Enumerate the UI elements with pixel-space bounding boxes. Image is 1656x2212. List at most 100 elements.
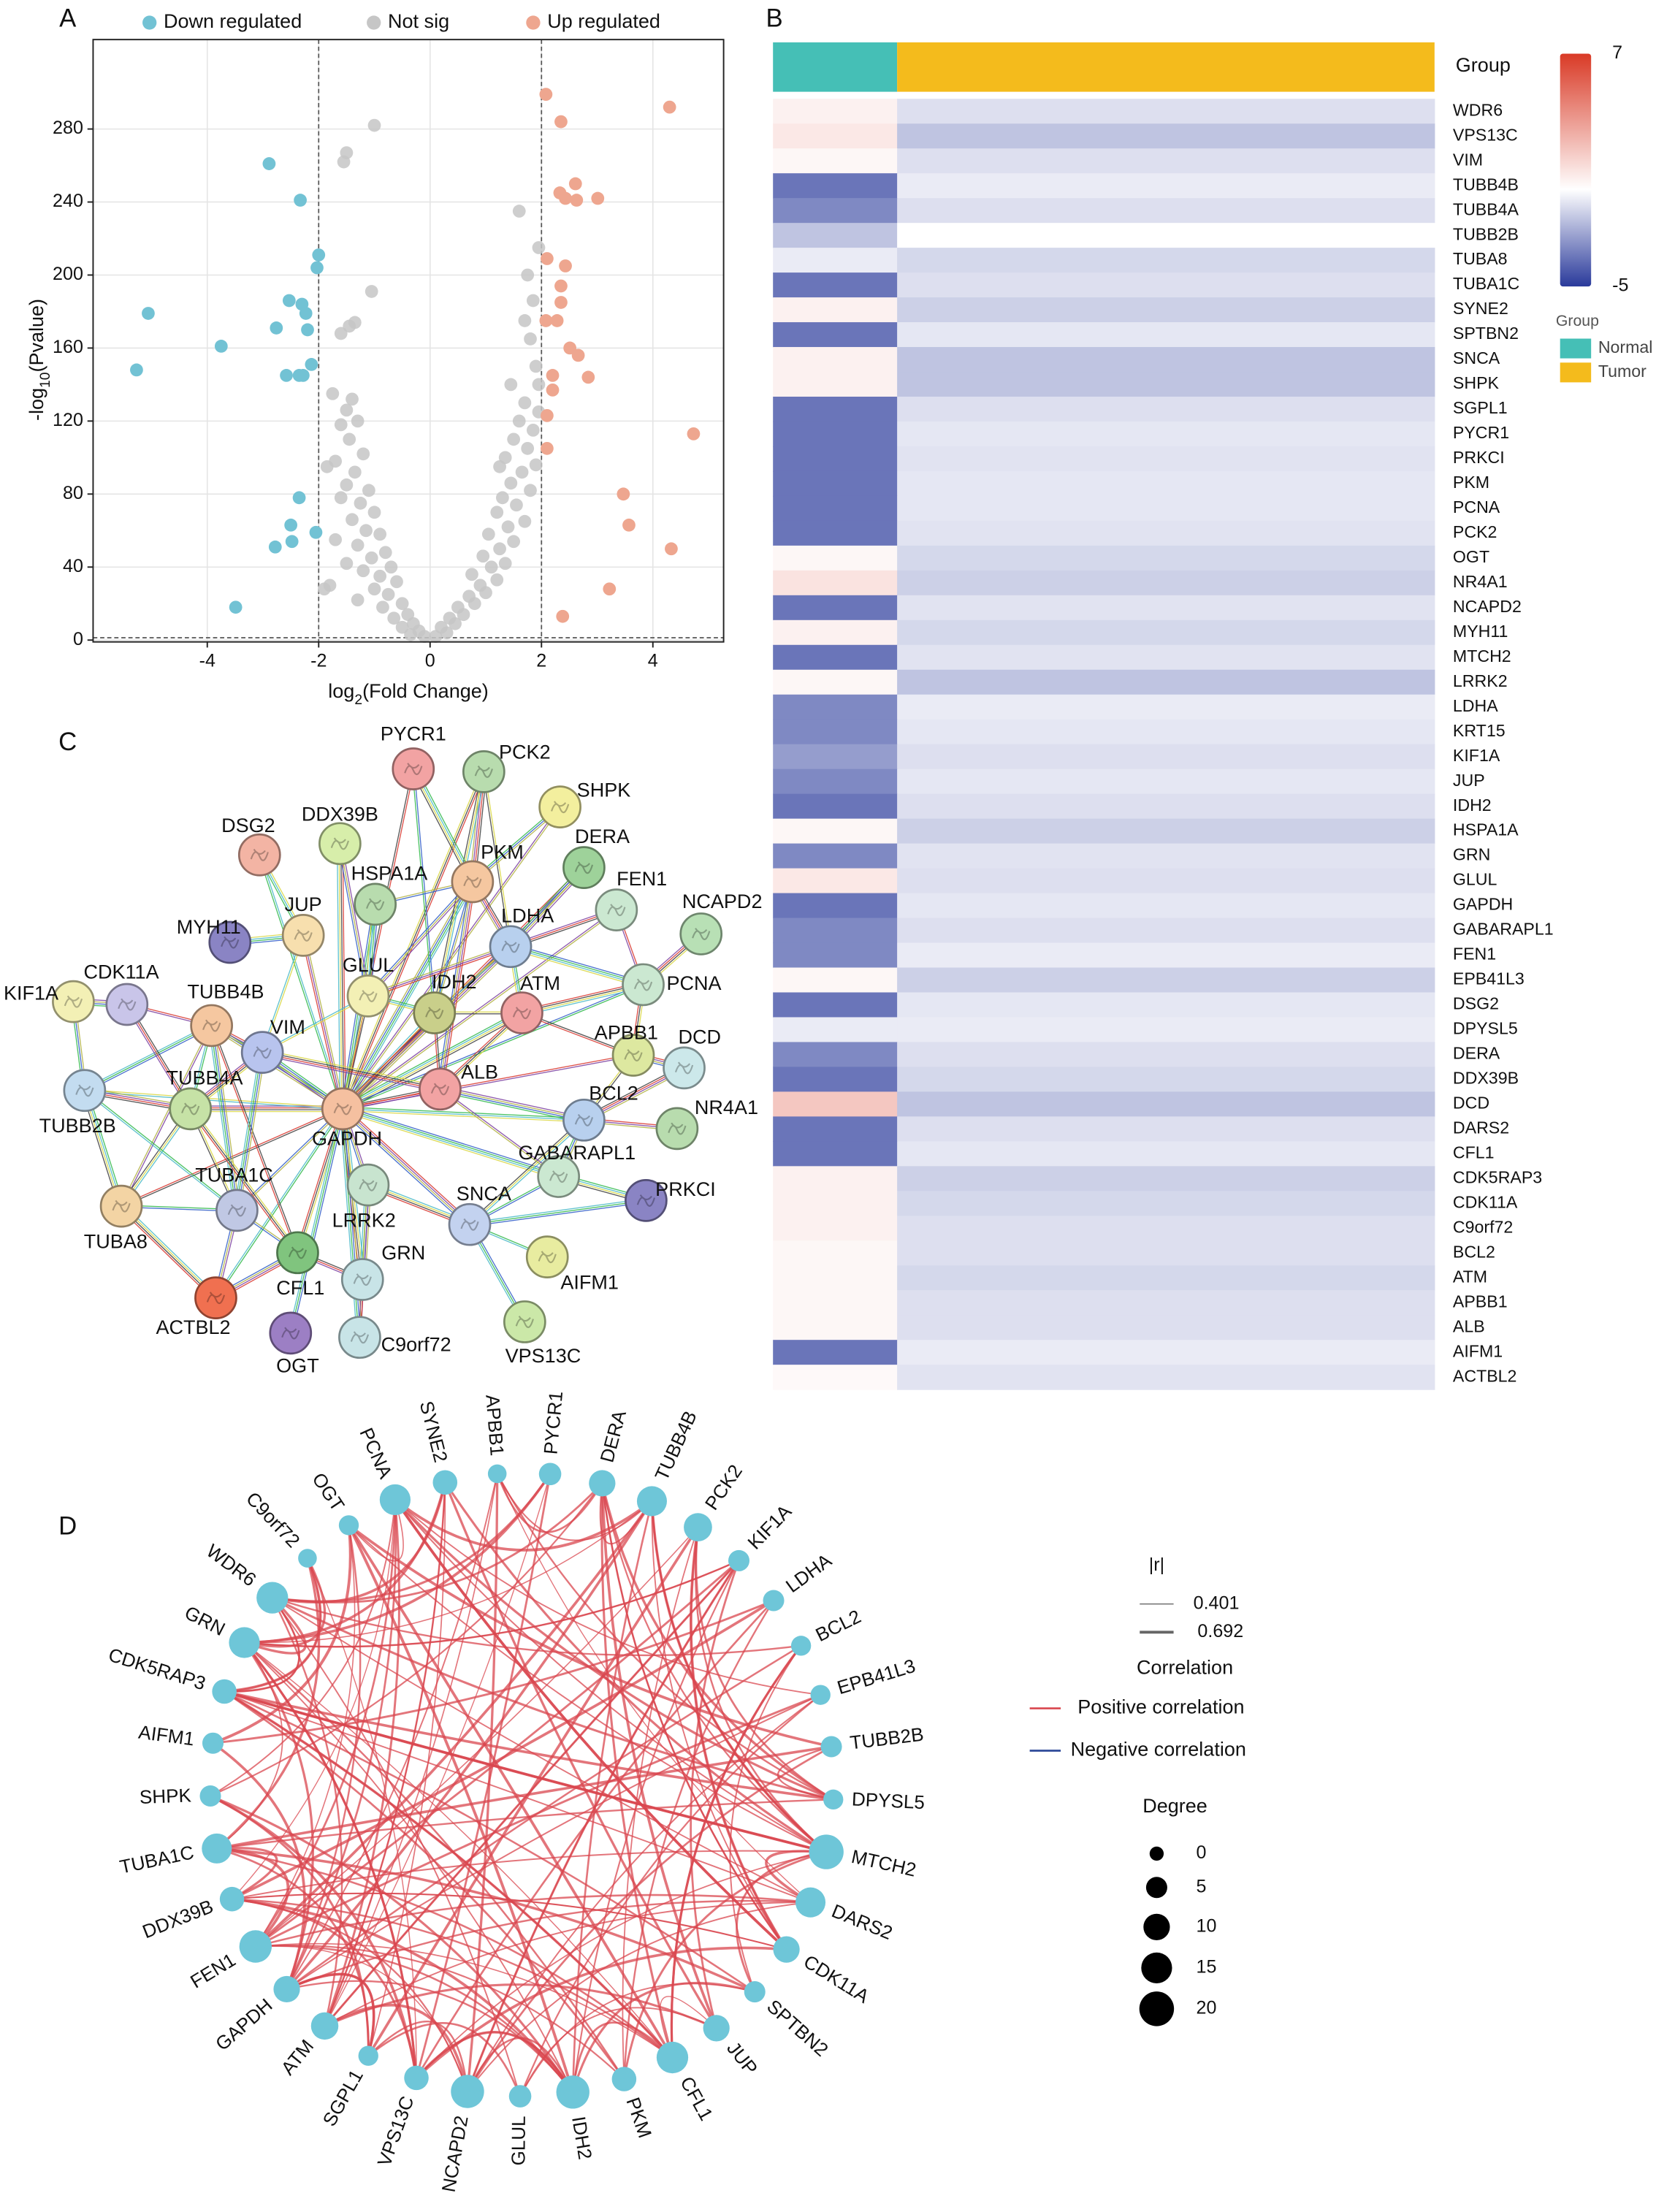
node-structure xyxy=(633,978,653,991)
row-label: KIF1A xyxy=(1453,746,1500,765)
row-label: GAPDH xyxy=(1453,895,1513,914)
heatmap-cell xyxy=(897,372,1435,397)
node-structure xyxy=(538,1251,557,1264)
data-point xyxy=(299,307,313,320)
correlation-edge xyxy=(224,1690,625,2080)
data-point xyxy=(554,279,568,293)
correlation-edge xyxy=(244,1641,674,2059)
network-node xyxy=(239,1930,272,1963)
row-label: TUBB4A xyxy=(1453,199,1519,218)
correlation-edge xyxy=(243,1641,625,2080)
correlation-edge xyxy=(394,1498,834,1801)
node-label: MTCH2 xyxy=(850,1845,918,1881)
node-structure xyxy=(350,1331,370,1344)
network-edge xyxy=(469,1119,584,1225)
node-structure xyxy=(551,801,570,814)
network-edge xyxy=(210,1026,237,1211)
node-label: PCNA xyxy=(355,1425,397,1482)
heatmap-cell xyxy=(773,669,898,695)
heatmap-cell xyxy=(897,470,1435,497)
node-structure xyxy=(206,1292,226,1305)
network-edge xyxy=(342,1011,522,1109)
correlation-edge xyxy=(571,1982,755,2093)
data-point xyxy=(524,332,537,346)
heatmap-cell xyxy=(773,1017,898,1043)
heatmap-cell xyxy=(773,495,898,522)
y-tick-label: 80 xyxy=(63,483,83,503)
data-point xyxy=(512,205,526,218)
node-label: AIFM1 xyxy=(137,1721,196,1750)
data-point xyxy=(359,524,373,538)
row-label: APBB1 xyxy=(1453,1292,1508,1311)
data-point xyxy=(518,514,532,528)
network-edge xyxy=(120,1206,216,1300)
data-point xyxy=(512,414,526,428)
row-label: TUBB2B xyxy=(1453,224,1519,243)
node-label: BCL2 xyxy=(589,1083,638,1105)
correlation-edge xyxy=(232,1850,827,1900)
network-edge xyxy=(432,881,473,1013)
node-label: SHPK xyxy=(577,779,631,801)
data-point xyxy=(356,447,370,461)
node-structure xyxy=(574,861,594,874)
network-edge xyxy=(438,881,473,1089)
heatmap-cell xyxy=(773,1042,898,1067)
row-label: SPTBN2 xyxy=(1453,324,1519,343)
heatmap-cell xyxy=(897,967,1435,994)
data-point xyxy=(320,459,334,473)
network-edge xyxy=(469,1200,646,1225)
node-label: SGPL1 xyxy=(318,2066,367,2130)
data-point xyxy=(334,418,348,432)
network-edge xyxy=(341,806,560,1109)
row-label: ACTBL2 xyxy=(1453,1366,1517,1385)
node-label: LRRK2 xyxy=(332,1209,396,1231)
data-point xyxy=(365,551,378,565)
correlation-edge xyxy=(690,1560,740,2029)
heatmap-cell xyxy=(897,520,1435,546)
data-point xyxy=(541,252,554,265)
data-point xyxy=(297,369,310,382)
data-point xyxy=(559,259,572,272)
legend-title: Degree xyxy=(1142,1795,1207,1817)
correlation-network: PCNA SYNE2 APBB1 PYCR1 DERA TUBB4BPCK2KIF1ALD… xyxy=(106,1390,1246,2194)
correlation-edge xyxy=(244,1481,446,1644)
colorbar xyxy=(1560,53,1592,287)
row-label: JUP xyxy=(1453,771,1485,790)
data-point xyxy=(496,491,509,505)
colorbar-tick-label: 7 xyxy=(1612,42,1622,63)
node-label: KIF1A xyxy=(4,983,58,1004)
node-label: CDK11A xyxy=(84,961,159,983)
node-label: HSPA1A xyxy=(351,862,428,884)
heatmap-cell xyxy=(773,1365,898,1390)
y-tick-label: 0 xyxy=(73,629,83,649)
heatmap-cell xyxy=(897,992,1435,1018)
y-tick-label: 40 xyxy=(63,556,83,576)
heatmap-cell xyxy=(897,545,1435,571)
node-label: APBB1 xyxy=(595,1022,658,1044)
legend-size-marker xyxy=(1141,1952,1172,1983)
node-label: CDK11A xyxy=(800,1950,874,2007)
correlation-edge xyxy=(224,1690,755,1993)
correlation-edge xyxy=(286,1899,811,1991)
node-structure xyxy=(692,928,711,940)
heatmap-cell xyxy=(773,893,898,919)
data-point xyxy=(262,157,276,170)
correlation-edge xyxy=(347,1525,575,2093)
legend-label: 0 xyxy=(1196,1842,1206,1863)
data-point xyxy=(504,476,518,490)
node-label: TUBA1C xyxy=(195,1164,273,1186)
heatmap-cell xyxy=(773,1091,898,1117)
data-point xyxy=(348,316,362,329)
data-point xyxy=(476,549,490,563)
heatmap-cell xyxy=(897,272,1435,298)
row-label: HSPA1A xyxy=(1453,820,1519,839)
data-point xyxy=(570,194,584,207)
row-label: GLUL xyxy=(1453,870,1497,889)
node-structure xyxy=(288,1246,308,1259)
network-edge xyxy=(469,1198,646,1224)
heatmap-cell xyxy=(773,694,898,720)
node-structure xyxy=(512,1007,532,1020)
data-point xyxy=(518,396,532,410)
node-structure xyxy=(250,848,269,861)
row-label: DCD xyxy=(1453,1094,1489,1113)
